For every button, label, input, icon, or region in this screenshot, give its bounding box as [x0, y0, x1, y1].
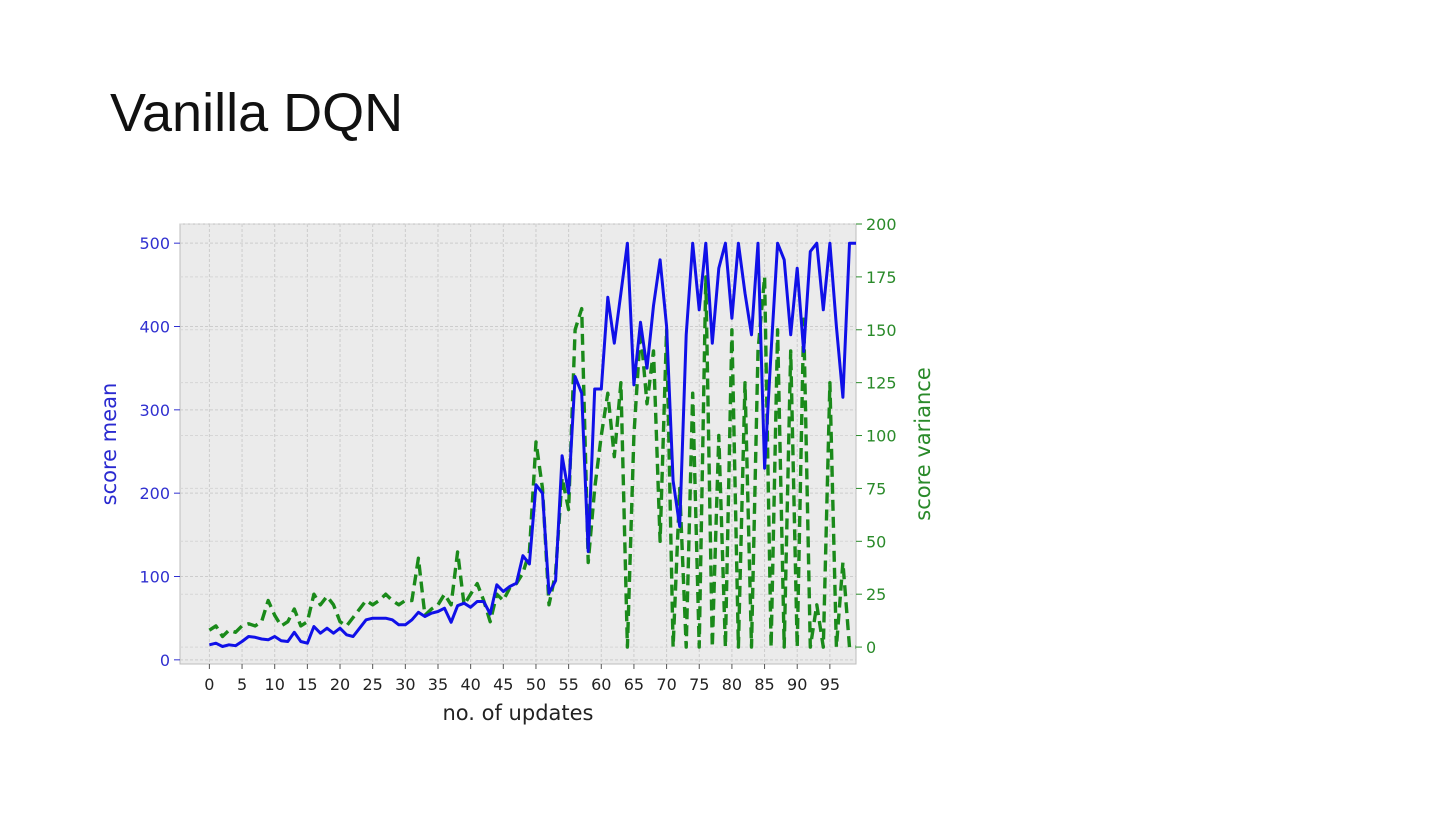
x-tick-label: 70 — [656, 675, 676, 694]
x-tick-label: 45 — [493, 675, 513, 694]
y-left-tick-label: 100 — [139, 568, 170, 587]
slide-title: Vanilla DQN — [110, 83, 404, 143]
x-tick-label: 40 — [460, 675, 480, 694]
y-right-tick-label: 0 — [866, 638, 876, 657]
y-axis-left: 0 100 200 300 400 500 — [139, 234, 180, 670]
x-tick-label: 20 — [330, 675, 350, 694]
y-right-tick-label: 125 — [866, 374, 897, 393]
x-tick-label: 80 — [722, 675, 742, 694]
x-tick-label: 55 — [558, 675, 578, 694]
y-axis-label-right: score variance — [911, 367, 935, 521]
x-tick-label: 30 — [395, 675, 415, 694]
x-tick-label: 85 — [754, 675, 774, 694]
y-right-tick-label: 75 — [866, 479, 886, 498]
x-axis: 0 5 10 15 20 25 30 35 40 45 50 55 60 65 70 75 80 85 90 95 — [204, 664, 840, 694]
y-axis-label-left: score mean — [97, 383, 121, 506]
x-tick-label: 65 — [624, 675, 644, 694]
x-tick-label: 15 — [297, 675, 317, 694]
y-right-tick-label: 200 — [866, 215, 897, 234]
series-line-score-mean — [209, 241, 856, 648]
y-right-tick-label: 175 — [866, 268, 897, 287]
x-tick-label: 0 — [204, 675, 214, 694]
x-tick-label: 90 — [787, 675, 807, 694]
y-left-tick-label: 400 — [139, 318, 170, 337]
x-tick-label: 25 — [362, 675, 382, 694]
y-left-tick-label: 200 — [139, 484, 170, 503]
y-left-tick-label: 500 — [139, 234, 170, 253]
y-left-tick-label: 0 — [160, 651, 170, 670]
series-layer — [208, 241, 856, 649]
x-tick-label: 75 — [689, 675, 709, 694]
plot-background — [179, 223, 857, 665]
y-right-tick-label: 150 — [866, 321, 897, 340]
x-tick-label: 35 — [428, 675, 448, 694]
x-tick-label: 95 — [820, 675, 840, 694]
y-right-tick-label: 100 — [866, 427, 897, 446]
y-right-tick-label: 50 — [866, 532, 886, 551]
x-axis-label: no. of updates — [443, 701, 594, 725]
series-line-score-variance — [208, 275, 856, 649]
y-right-tick-label: 25 — [866, 585, 886, 604]
y-left-tick-label: 300 — [139, 401, 170, 420]
x-tick-label: 10 — [265, 675, 285, 694]
x-tick-label: 60 — [591, 675, 611, 694]
x-tick-label: 50 — [526, 675, 546, 694]
x-tick-label: 5 — [237, 675, 247, 694]
y-axis-right: 0 25 50 75 100 125 150 175 200 — [856, 215, 897, 657]
